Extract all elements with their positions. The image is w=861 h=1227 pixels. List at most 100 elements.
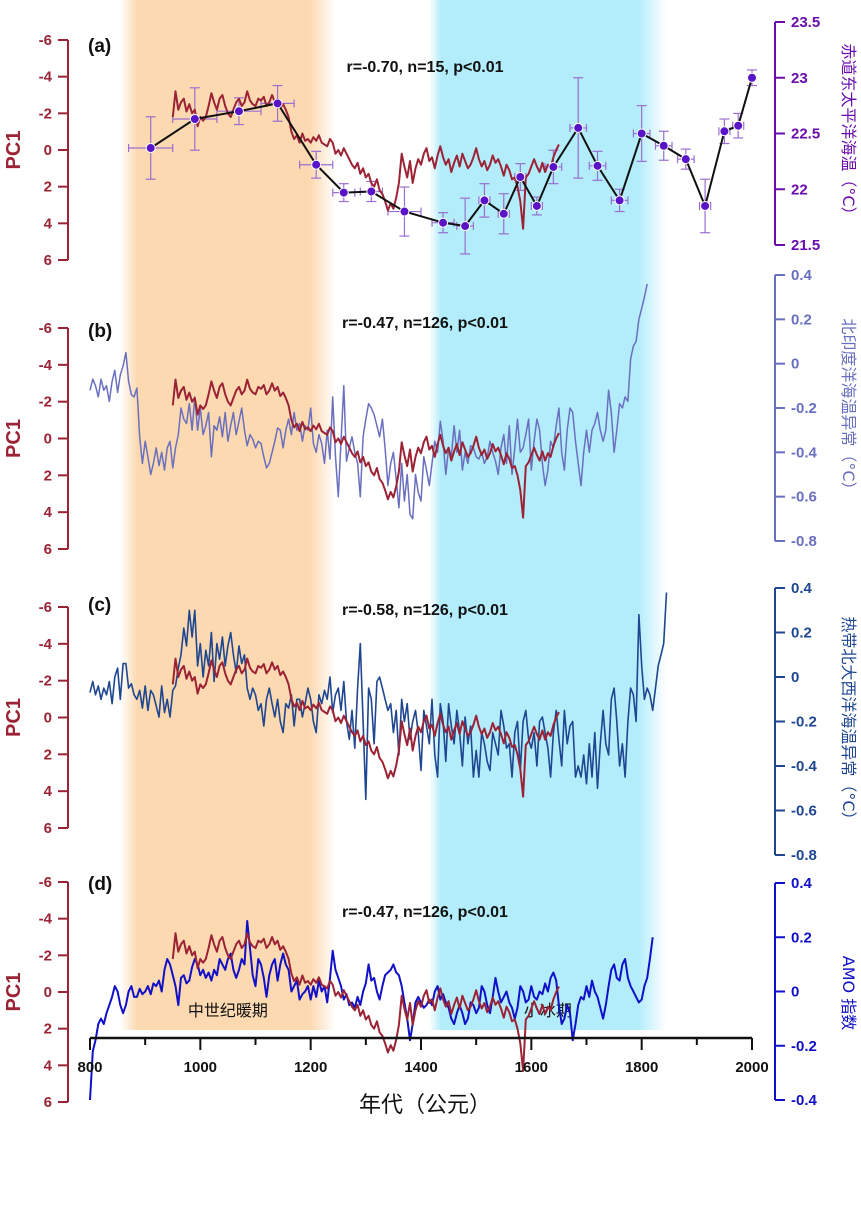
left-tick-label: -2 <box>39 947 52 964</box>
right-tick-label: -0.4 <box>791 758 818 775</box>
data-point <box>145 142 156 153</box>
right-tick-label: 23.5 <box>791 14 820 31</box>
data-point <box>719 126 730 137</box>
right-tick-label: -0.6 <box>791 489 817 506</box>
panel-a: -6 -4 -2 0 2 4 6 PC1 21.5 22 22.5 23 23.5 赤道东太平洋海温（°C… <box>3 14 858 269</box>
data-point <box>460 221 471 232</box>
left-axis-title: PC1 <box>3 419 25 458</box>
left-tick-label: -2 <box>39 673 52 690</box>
panel-label: (b) <box>88 321 112 342</box>
left-tick-label: 4 <box>44 783 53 800</box>
right-axis-title: 热带北大西洋海温异常（°C） <box>839 616 858 827</box>
left-tick-label: 2 <box>44 179 52 196</box>
left-tick-label: 6 <box>44 541 52 558</box>
pc1-line <box>171 932 560 1072</box>
pc1-line <box>171 378 560 519</box>
left-tick-label: -4 <box>39 357 53 374</box>
shaded-period-0 <box>120 0 336 1030</box>
data-point <box>573 122 584 133</box>
x-tick-label: 1000 <box>184 1059 217 1076</box>
left-axis-title: PC1 <box>3 131 25 170</box>
right-axis-title: 赤道东太平洋海温（°C） <box>839 43 858 222</box>
data-point <box>658 140 669 151</box>
right-tick-label: 0.2 <box>791 929 812 946</box>
series-line-b <box>89 283 648 520</box>
left-axis-title: PC1 <box>3 698 25 737</box>
left-tick-label: 0 <box>44 431 52 448</box>
right-tick-label: -0.2 <box>791 1038 817 1055</box>
left-tick-label: 4 <box>44 504 53 521</box>
x-tick-label: 1200 <box>294 1059 327 1076</box>
x-axis-title: 年代（公元） <box>359 1093 491 1118</box>
data-point <box>733 120 744 131</box>
left-tick-label: -6 <box>39 874 52 891</box>
period-label-medieval-warm: 中世纪暖期 <box>188 1001 268 1020</box>
left-tick-label: 4 <box>44 1057 53 1074</box>
series-line-c <box>89 592 668 801</box>
right-tick-label: -0.4 <box>791 444 818 461</box>
panel-b: -6 -4 -2 0 2 4 6 PC1 -0.8 -0.6 -0.4 -0.2 0 0.2 0.4 北印度洋… <box>3 267 858 558</box>
x-tick-label: 800 <box>77 1059 102 1076</box>
data-point <box>531 200 542 211</box>
data-point <box>515 171 526 182</box>
right-tick-label: 22 <box>791 181 808 198</box>
correlation-stat: r=-0.47, n=126, p<0.01 <box>342 904 508 921</box>
left-tick-label: 6 <box>44 252 52 269</box>
left-tick-label: -6 <box>39 32 52 49</box>
correlation-stat: r=-0.58, n=126, p<0.01 <box>342 602 508 619</box>
left-tick-label: -4 <box>39 911 53 928</box>
data-point <box>680 154 691 165</box>
data-point <box>189 114 200 125</box>
x-tick-label: 1600 <box>515 1059 548 1076</box>
x-tick-label: 1400 <box>404 1059 437 1076</box>
data-point <box>479 195 490 206</box>
shaded-period-1 <box>429 0 667 1030</box>
right-tick-label: 0.4 <box>791 875 813 892</box>
right-tick-label: 0.4 <box>791 267 813 284</box>
left-tick-label: -6 <box>39 320 52 337</box>
left-tick-label: -2 <box>39 105 52 122</box>
right-tick-label: 22.5 <box>791 126 820 143</box>
panel-label: (d) <box>88 874 112 895</box>
right-axis-title: 北印度洋海温异常（°C） <box>839 318 858 497</box>
left-tick-label: 2 <box>44 467 52 484</box>
right-tick-label: -0.2 <box>791 400 817 417</box>
left-tick-label: -4 <box>39 69 53 86</box>
right-tick-label: -0.4 <box>791 1092 818 1109</box>
left-tick-label: 6 <box>44 1094 52 1111</box>
data-point <box>498 208 509 219</box>
right-tick-label: 0.2 <box>791 625 812 642</box>
right-tick-label: 0 <box>791 984 799 1001</box>
right-tick-label: 21.5 <box>791 237 820 254</box>
data-point <box>366 186 377 197</box>
data-point <box>233 106 244 117</box>
left-tick-label: 2 <box>44 1021 52 1038</box>
panels: -6-4-20246PC121.52222.52323.5赤道东太平洋海温（°C… <box>3 14 858 1111</box>
x-tick-label: 1800 <box>625 1059 658 1076</box>
data-point <box>700 200 711 211</box>
x-axis: 800 1000 1200 1400 1600 1800 2000 <box>77 1036 769 1076</box>
pc1-line <box>171 90 560 230</box>
right-tick-label: 0 <box>791 356 799 373</box>
right-tick-label: -0.8 <box>791 533 817 550</box>
left-tick-label: 0 <box>44 142 52 159</box>
panel-label: (a) <box>88 36 111 57</box>
data-point <box>399 206 410 217</box>
panel-d: -6 -4 -2 0 2 4 6 PC1 -0.4 -0.2 0 0.2 0.4 AMO 指数 (d) r=-… <box>3 874 858 1111</box>
right-tick-label: -0.2 <box>791 714 817 731</box>
left-tick-label: 4 <box>44 215 53 232</box>
left-tick-label: -2 <box>39 394 52 411</box>
right-tick-label: 23 <box>791 70 808 87</box>
shaded-periods <box>120 0 667 1030</box>
left-tick-label: 0 <box>44 984 52 1001</box>
data-point <box>636 128 647 139</box>
data-point <box>272 98 283 109</box>
left-tick-label: -6 <box>39 599 52 616</box>
right-tick-label: 0.2 <box>791 311 812 328</box>
left-tick-label: -4 <box>39 636 53 653</box>
series-line-d <box>89 920 654 1101</box>
data-point <box>614 195 625 206</box>
right-tick-label: 0.4 <box>791 580 813 597</box>
data-point <box>747 72 757 83</box>
